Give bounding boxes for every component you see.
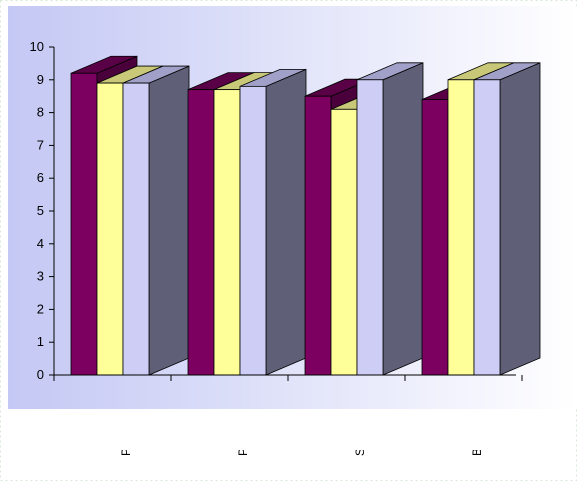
bar-front <box>330 108 358 376</box>
bar-front <box>239 85 267 376</box>
y-tick-label: 6 <box>37 170 44 185</box>
y-tick-label: 5 <box>37 203 44 218</box>
bar-front <box>187 89 215 376</box>
x-tick-label: PRIMARIA <box>119 398 133 456</box>
bar-front <box>304 95 332 376</box>
y-tick-label: 1 <box>37 334 44 349</box>
bar-side <box>265 68 307 376</box>
bar-side <box>499 62 541 376</box>
bar <box>473 62 541 376</box>
y-tick-label: 8 <box>37 105 44 120</box>
x-tick-label: SECUNDARIA <box>353 377 367 456</box>
y-tick-label: 7 <box>37 137 44 152</box>
y-tick-label: 10 <box>30 39 44 54</box>
bars <box>70 55 541 376</box>
bar-front <box>473 79 501 376</box>
bar-front <box>213 89 241 376</box>
y-tick-label: 3 <box>37 269 44 284</box>
bar <box>356 62 424 376</box>
bar-front <box>70 72 98 376</box>
bar-front <box>421 99 449 376</box>
y-tick-label: 0 <box>37 367 44 382</box>
bar-side <box>148 65 190 376</box>
x-tick-label: BACHILLERATO <box>470 366 484 456</box>
y-tick-label: 2 <box>37 301 44 316</box>
bar <box>122 65 190 376</box>
bar-front <box>96 82 124 376</box>
y-tick-label: 9 <box>37 72 44 87</box>
bar-side <box>382 62 424 376</box>
x-axis: PRIMARIA PUBERES SECUNDARIA BACHILLERATO <box>53 366 523 456</box>
bar-front <box>122 82 150 376</box>
x-tick-label: PUBERES <box>236 399 250 456</box>
bar <box>239 68 307 376</box>
bar-front <box>356 79 384 376</box>
bar-front <box>447 79 475 376</box>
y-axis: 0 1 2 3 4 5 6 7 8 9 10 <box>30 39 55 382</box>
y-tick-label: 4 <box>37 236 44 251</box>
